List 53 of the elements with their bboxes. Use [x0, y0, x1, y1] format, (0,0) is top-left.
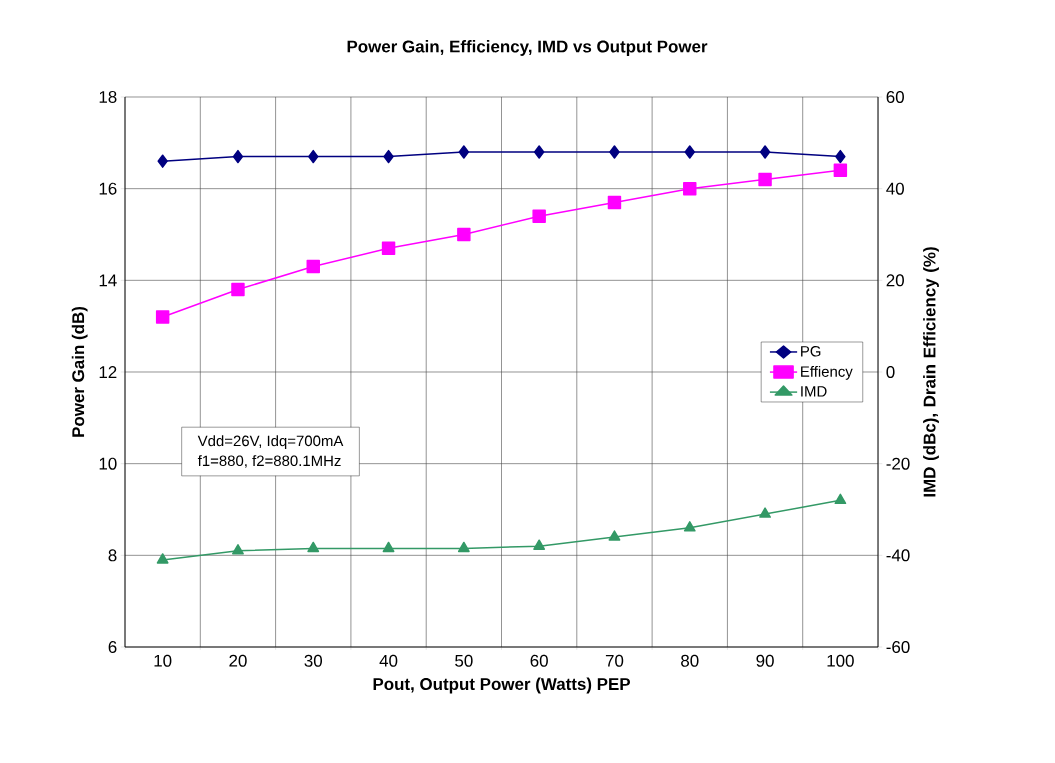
- x-axis-title: Pout, Output Power (Watts) PEP: [373, 677, 630, 694]
- point: [759, 507, 771, 518]
- y-tick-label: 6: [108, 641, 117, 653]
- point: [834, 493, 847, 505]
- point: [156, 553, 169, 564]
- y2-tick-label: -60: [886, 641, 910, 653]
- point: [532, 209, 546, 223]
- y2-tick-label: 20: [886, 274, 904, 287]
- y-tick-label: 12: [99, 366, 117, 378]
- point: [683, 181, 697, 196]
- y-tick-label: 14: [99, 274, 117, 287]
- point: [155, 310, 170, 324]
- y-tick-label: 10: [99, 457, 117, 470]
- x-tick-label: 80: [681, 654, 699, 667]
- y-tick-label: 16: [99, 182, 117, 195]
- legend-label: PG: [801, 345, 821, 357]
- y-tick-label: 18: [99, 91, 117, 103]
- y2-tick-label: -40: [886, 549, 910, 562]
- point: [381, 241, 396, 255]
- point: [833, 163, 848, 178]
- chart-title: Power Gain, Efficiency, IMD vs Output Power: [347, 40, 708, 56]
- y-tick-label: 8: [108, 549, 117, 562]
- y-axis-title: Power Gain (dB): [71, 306, 88, 437]
- annotation: Vdd=26V, Idq=700mA: [197, 435, 344, 450]
- x-tick-label: 50: [455, 654, 473, 667]
- point: [533, 539, 546, 550]
- point: [307, 541, 320, 553]
- point: [306, 259, 320, 274]
- x-tick-label: 70: [605, 654, 624, 667]
- point: [231, 282, 245, 297]
- x-tick-label: 20: [229, 654, 247, 667]
- legend-label: IMD: [801, 386, 827, 397]
- y2-tick-label: -20: [886, 457, 910, 470]
- x-tick-label: 60: [530, 654, 548, 667]
- point: [608, 530, 621, 541]
- x-tick-label: 30: [304, 654, 323, 667]
- point: [607, 195, 622, 210]
- legend-label: Effiency: [801, 365, 853, 380]
- x-tick-label: 40: [379, 654, 398, 667]
- point: [758, 172, 772, 187]
- point: [382, 541, 395, 553]
- point: [683, 521, 696, 532]
- x-tick-label: 100: [827, 654, 854, 667]
- x-tick-label: 10: [154, 654, 172, 667]
- y2-tick-label: 0: [886, 366, 895, 378]
- y2-tick-label: 40: [886, 182, 904, 195]
- y2-tick-label: 60: [886, 90, 904, 103]
- point: [232, 544, 244, 555]
- annotation: f1=880, f2=880.1MHz: [197, 455, 341, 468]
- point: [457, 541, 470, 553]
- x-tick-label: 90: [756, 654, 774, 667]
- y2-axis-title: IMD (dBc), Drain Efficiency (%): [923, 247, 939, 497]
- point: [457, 227, 471, 242]
